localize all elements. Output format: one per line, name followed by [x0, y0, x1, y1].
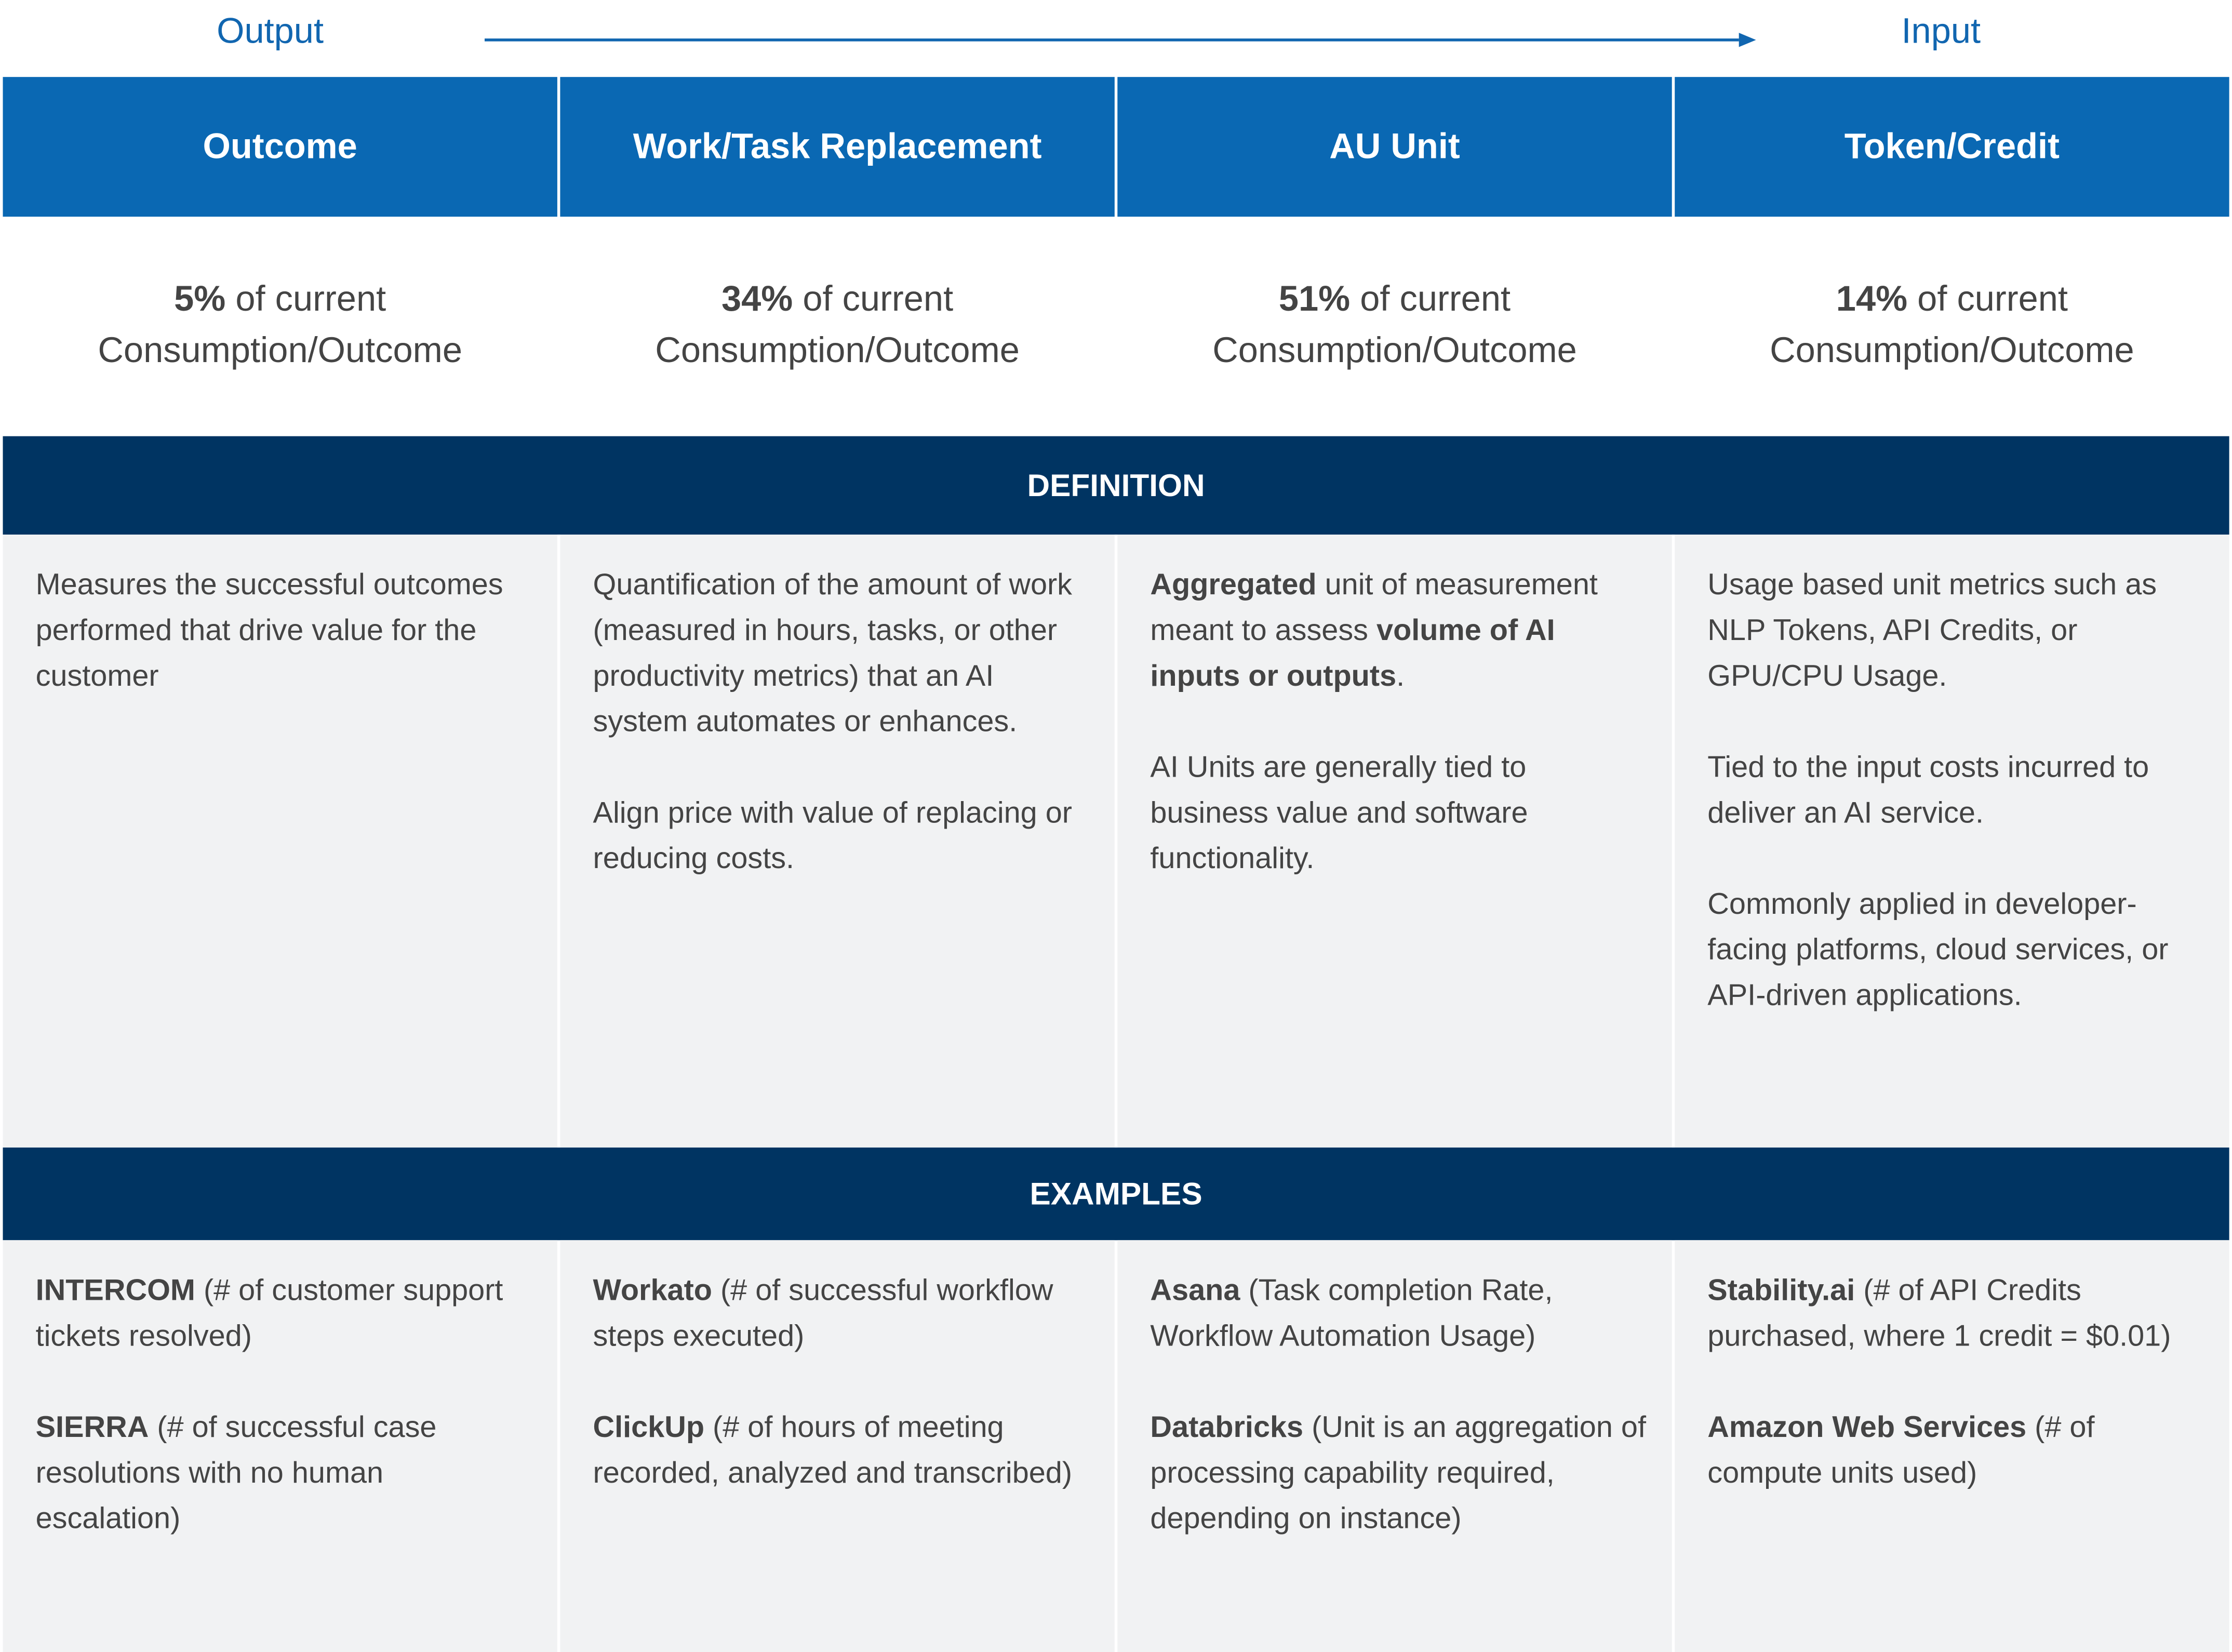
paragraph: Measures the successful outcomes perform… [36, 563, 532, 700]
share-cell: 14% of current Consumption/Outcome [1675, 217, 2229, 435]
paragraph: Aggregated unit of measurement meant to … [1150, 563, 1646, 700]
share-line: 51% of current [1117, 274, 1672, 325]
share-line: 14% of current [1675, 274, 2229, 325]
text-run: Measures the successful outcomes perform… [35, 568, 503, 693]
text-run: volume of AI inputs or outputs [1150, 614, 1555, 693]
examples-cell: INTERCOM (# of customer support tickets … [3, 1240, 557, 1652]
share-cell: 51% of current Consumption/Outcome [1117, 217, 1672, 435]
paragraph: Amazon Web Services (# of compute units … [1707, 1406, 2203, 1497]
share-text: of current [1907, 279, 2068, 319]
flow-start: Output [217, 11, 324, 51]
share-line: 5% of current [3, 274, 557, 325]
examples-cell: Stability.ai (# of API Credits purchased… [1675, 1240, 2229, 1652]
share-cell: 5% of current Consumption/Outcome [3, 217, 557, 435]
column-title: Work/Task Replacement [560, 77, 1115, 217]
paragraph: Workato (# of successful workflow steps … [593, 1269, 1089, 1360]
examples-cell: Workato (# of successful workflow steps … [560, 1240, 1115, 1652]
section-bar: EXAMPLES [3, 1147, 2229, 1241]
paragraph: INTERCOM (# of customer support tickets … [36, 1269, 532, 1360]
column-title: Outcome [3, 77, 557, 217]
share-text: Consumption/Outcome [655, 330, 1020, 371]
share-value: 34% [721, 279, 793, 319]
text-run: INTERCOM [35, 1274, 195, 1308]
text-run: ClickUp [593, 1411, 705, 1444]
text-run: Asana [1150, 1274, 1240, 1308]
paragraph: Commonly applied in developer-facing pla… [1707, 883, 2203, 1019]
text-run: . [1396, 660, 1405, 693]
paragraph: Quantification of the amount of work (me… [593, 563, 1089, 745]
paragraph: Stability.ai (# of API Credits purchased… [1707, 1269, 2203, 1360]
paragraph: Align price with value of replacing or r… [593, 791, 1089, 883]
text-run: (# of successful case resolutions with n… [35, 1411, 437, 1536]
share-text: Consumption/Outcome [1212, 330, 1577, 371]
text-run: (# of hours of meeting recorded, analyze… [593, 1411, 1073, 1490]
text-run: Align price with value of replacing or r… [593, 796, 1073, 875]
text-run: Aggregated [1150, 568, 1317, 602]
share-text: Consumption/Outcome [98, 330, 462, 371]
flow-arrow [484, 33, 1756, 47]
flow-end: Input [1901, 11, 1981, 51]
column-title: Token/Credit [1675, 77, 2229, 217]
text-run: (# of successful workflow steps executed… [593, 1274, 1053, 1353]
paragraph: Asana (Task completion Rate, Workflow Au… [1150, 1269, 1646, 1360]
share-text: Consumption/Outcome [1770, 330, 2134, 371]
text-run: (# of API Credits purchased, where 1 cre… [1707, 1274, 2171, 1353]
share-text: of current [793, 279, 954, 319]
text-run: Tied to the input costs incurred to deli… [1707, 751, 2149, 830]
share-value: 14% [1836, 279, 1908, 319]
text-run: (# of compute units used) [1707, 1411, 2095, 1490]
paragraph: SIERRA (# of successful case resolutions… [36, 1406, 532, 1542]
share-value: 5% [174, 279, 226, 319]
share-cell: 34% of current Consumption/Outcome [560, 217, 1114, 435]
text-run: Databricks [1150, 1411, 1304, 1444]
share-text: of current [225, 279, 386, 319]
text-run: (Task completion Rate, Workflow Automati… [1150, 1274, 1553, 1353]
text-run: Amazon Web Services [1707, 1411, 2027, 1444]
text-run: (Unit is an aggregation of processing ca… [1150, 1411, 1646, 1536]
text-run: AI Units are generally tied to business … [1150, 751, 1528, 875]
paragraph: ClickUp (# of hours of meeting recorded,… [593, 1406, 1089, 1497]
text-run: Usage based unit metrics such as NLP Tok… [1707, 568, 2157, 693]
definition-cell: Usage based unit metrics such as NLP Tok… [1675, 535, 2229, 1148]
paragraph: Databricks (Unit is an aggregation of pr… [1150, 1406, 1646, 1542]
share-value: 51% [1278, 279, 1351, 319]
section-bar: DEFINITION [3, 436, 2229, 535]
share-text: of current [1350, 279, 1511, 319]
share-row: 5% of current Consumption/Outcome 34% of c… [3, 217, 2229, 435]
paragraph: Usage based unit metrics such as NLP Tok… [1707, 563, 2203, 700]
text-run: Stability.ai [1707, 1274, 1855, 1308]
text-run: (# of customer support tickets resolved) [35, 1274, 503, 1353]
text-run: unit of measurement meant to assess [1150, 568, 1598, 647]
text-run: SIERRA [35, 1411, 149, 1444]
examples-cell: Asana (Task completion Rate, Workflow Au… [1117, 1240, 1672, 1652]
paragraph: Tied to the input costs incurred to deli… [1707, 745, 2203, 837]
header-row: Outcome Work/Task Replacement AU Unit Token… [3, 77, 2229, 217]
text-run: Workato [593, 1274, 712, 1308]
definition-cell: Quantification of the amount of work (me… [560, 535, 1115, 1148]
share-line: 34% of current [560, 274, 1114, 325]
definition-cell: Aggregated unit of measurement meant to … [1117, 535, 1672, 1148]
column-title: AU Unit [1117, 77, 1672, 217]
definition-cell: Measures the successful outcomes perform… [3, 535, 557, 1148]
text-run: Quantification of the amount of work (me… [593, 568, 1073, 739]
text-run: Commonly applied in developer-facing pla… [1707, 888, 2169, 1012]
paragraph: AI Units are generally tied to business … [1150, 745, 1646, 882]
definition-row: Measures the successful outcomes perform… [3, 535, 2229, 1148]
examples-row: INTERCOM (# of customer support tickets … [3, 1240, 2229, 1652]
